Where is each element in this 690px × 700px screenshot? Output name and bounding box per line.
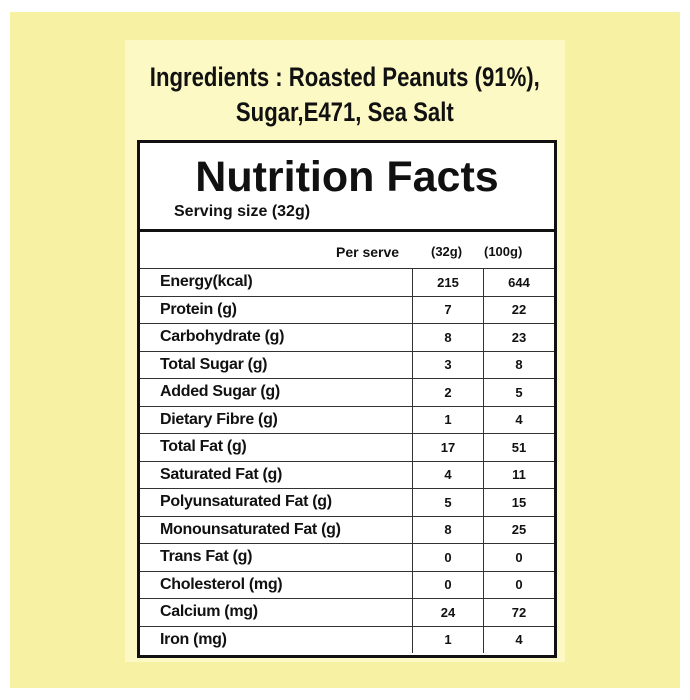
nutrient-value: 215 [412,268,484,296]
table-row: Calcium (mg) 24 72 [140,598,554,626]
nutrient-value: 4 [483,625,554,653]
nutrient-value: 25 [483,515,554,544]
ingredients-text: Ingredients : Roasted Peanuts (91%), [149,62,540,92]
separator [140,229,554,232]
nutrient-name: Added Sugar (g) [140,378,413,406]
table-row: Total Sugar (g) 3 8 [140,350,554,379]
header-col1: (32g) [431,244,463,259]
nutrient-value: 17 [412,433,484,461]
ingredients-line: Sugar,E471, Sea Salt [0,97,690,128]
table-row: Saturated Fat (g) 4 11 [140,460,554,489]
nutrient-value: 3 [412,350,484,379]
table-row: Protein (g) 7 22 [140,295,554,324]
ingredients-text: Sugar,E471, Sea Salt [236,97,454,127]
nutrient-value: 4 [483,405,554,434]
ingredients-line: Ingredients : Roasted Peanuts (91%), [0,62,690,93]
nutrient-value: 8 [483,350,554,379]
header-col2: (100g) [484,244,523,259]
nutrient-value: 51 [483,433,554,461]
nutrient-value: 11 [483,460,554,489]
nutrient-name: Monounsaturated Fat (g) [140,515,413,544]
table-row: Trans Fat (g) 0 0 [140,543,554,571]
nutrient-value: 0 [412,570,484,599]
nutrient-value: 8 [412,515,484,544]
table-row: Iron (mg) 1 4 [140,625,554,653]
nutrient-name: Total Sugar (g) [140,350,413,379]
nutrition-table: Energy(kcal) 215 644 Protein (g) 7 22 Carbohyd… [140,268,554,653]
nutrient-value: 23 [483,323,554,351]
nutrient-name: Dietary Fibre (g) [140,405,413,434]
nutrient-value: 4 [412,460,484,489]
nutrient-name: Protein (g) [140,295,413,324]
nutrient-value: 22 [483,295,554,324]
table-row: Total Fat (g) 17 51 [140,433,554,461]
nutrient-name: Polyunsaturated Fat (g) [140,488,413,516]
nutrient-value: 8 [412,323,484,351]
table-row: Polyunsaturated Fat (g) 5 15 [140,488,554,516]
nutrient-value: 0 [483,543,554,571]
nutrient-value: 0 [412,543,484,571]
table-row: Monounsaturated Fat (g) 8 25 [140,515,554,544]
table-row: Added Sugar (g) 2 5 [140,378,554,406]
nutrient-value: 1 [412,625,484,653]
nutrient-name: Iron (mg) [140,625,413,653]
nutrient-value: 5 [483,378,554,406]
nutrient-name: Calcium (mg) [140,598,413,626]
nutrient-value: 7 [412,295,484,324]
nutrient-name: Saturated Fat (g) [140,460,413,489]
table-row: Cholesterol (mg) 0 0 [140,570,554,599]
nutrient-name: Total Fat (g) [140,433,413,461]
nutrient-value: 1 [412,405,484,434]
nutrient-name: Carbohydrate (g) [140,323,413,351]
serving-size: Serving size (32g) [174,203,311,220]
nutrient-name: Cholesterol (mg) [140,570,413,599]
nutrient-value: 2 [412,378,484,406]
table-row: Carbohydrate (g) 8 23 [140,323,554,351]
nutrient-value: 644 [483,268,554,296]
table-row: Energy(kcal) 215 644 [140,268,554,296]
nutrient-value: 5 [412,488,484,516]
nutrient-name: Energy(kcal) [140,268,413,296]
header-per-serve: Per serve [336,244,400,260]
nutrient-name: Trans Fat (g) [140,543,413,571]
nutrient-value: 24 [412,598,484,626]
label-title: Nutrition Facts [195,153,499,201]
nutrient-value: 72 [483,598,554,626]
nutrient-value: 15 [483,488,554,516]
nutrition-label: Nutrition Facts Serving size (32g) Per s… [137,140,557,658]
table-row: Dietary Fibre (g) 1 4 [140,405,554,434]
nutrient-value: 0 [483,570,554,599]
